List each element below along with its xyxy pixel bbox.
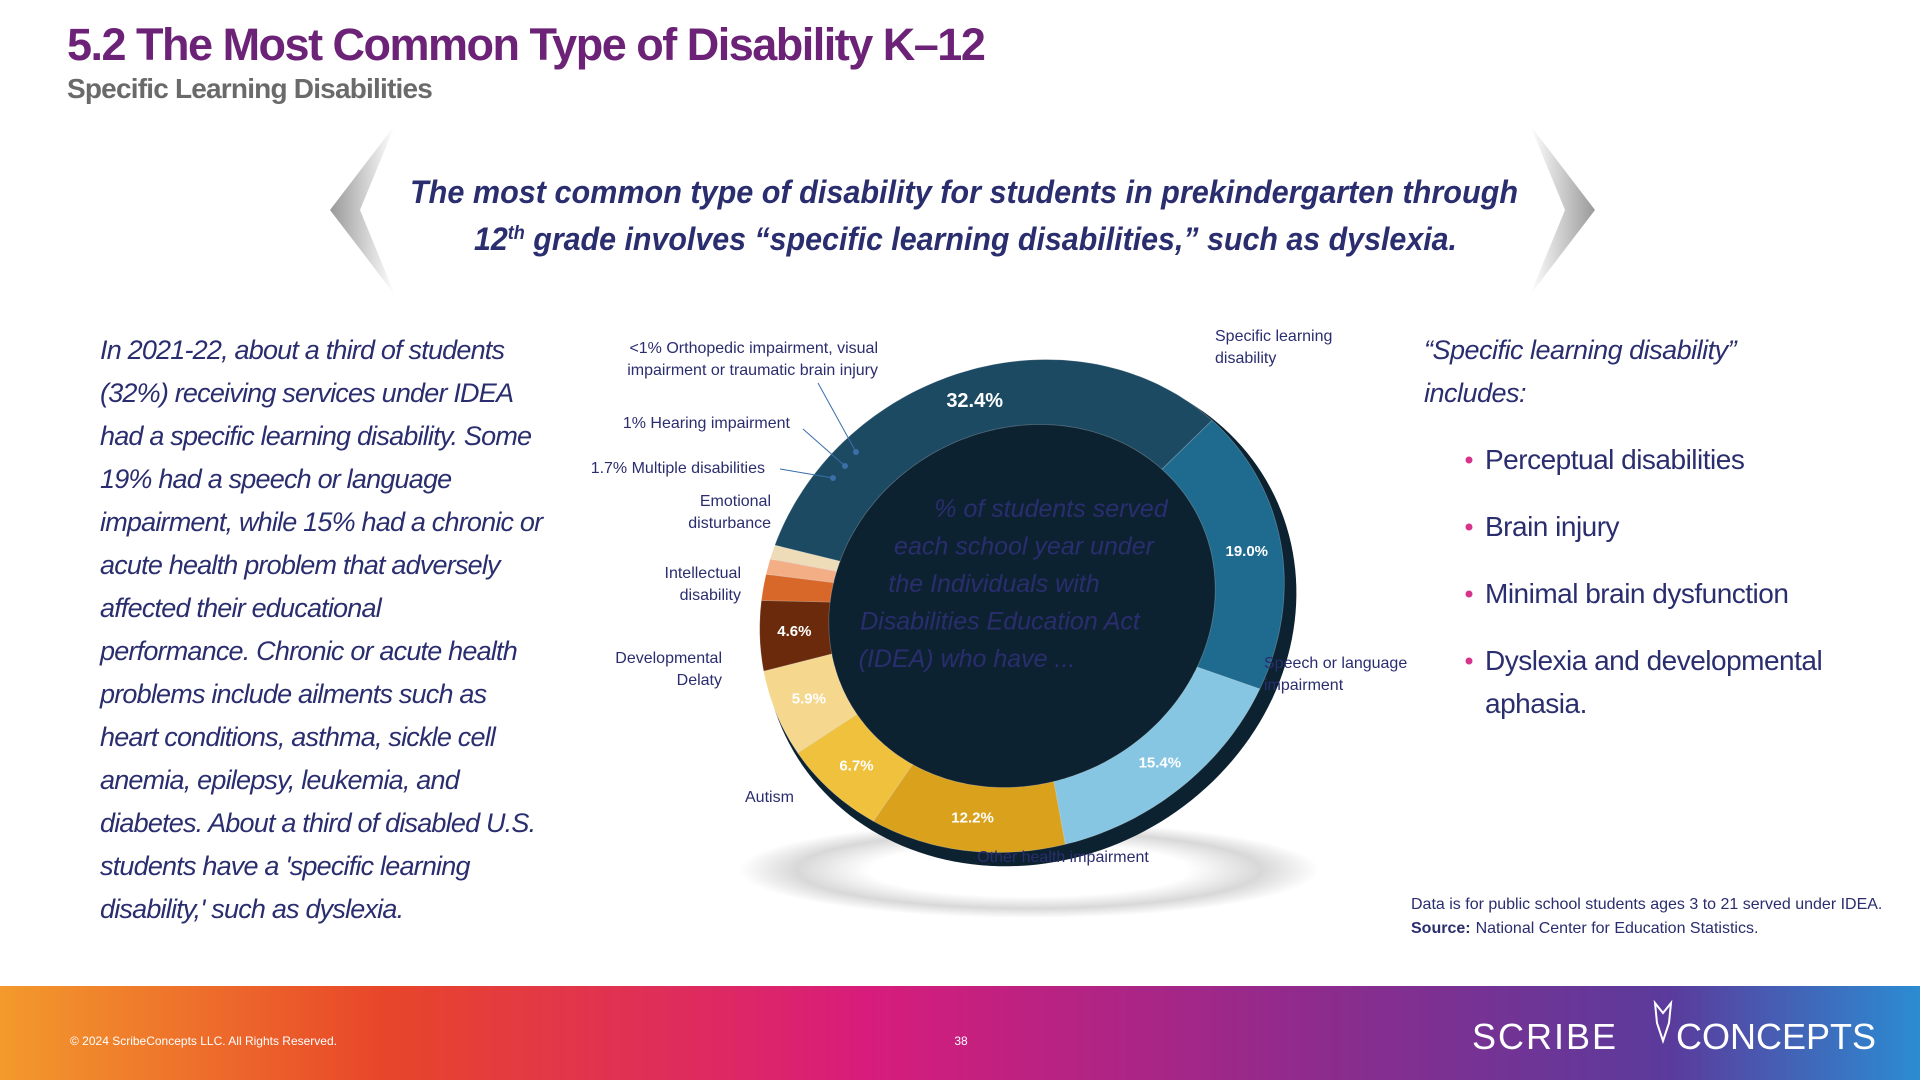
paragraph-line: affected their educational <box>100 593 383 623</box>
headline-part: 12 <box>474 221 508 257</box>
paragraph-line: students have a 'specific learning <box>100 851 470 881</box>
paragraph: In 2021-22, about a third of students (32… <box>99 335 545 924</box>
leaders <box>779 382 859 481</box>
logo-word: SCRIBE <box>1472 1016 1618 1057</box>
source-text: National Center for Education Statistics… <box>1476 920 1759 937</box>
paragraph-line: problems include ailments such as <box>99 679 487 709</box>
logo-word: CONCEPTS <box>1676 1016 1876 1057</box>
bullet-text: Minimal brain dysfunction <box>1485 578 1788 609</box>
paragraph-line: impairment, while 15% had a chronic or <box>100 507 544 537</box>
paragraph-line: disability,' such as dyslexia. <box>100 894 403 924</box>
ring-shadow <box>739 822 1319 918</box>
leader-line <box>779 468 834 479</box>
annotation-line: % of students served <box>934 495 1169 523</box>
bullet-text: Dyslexia and developmental <box>1485 645 1822 676</box>
paragraph-line: had a specific learning disability. Some <box>100 421 532 451</box>
annotation-line: each school year under <box>894 533 1156 561</box>
bullet-text: Brain injury <box>1485 511 1620 542</box>
headline-sup: th <box>508 223 525 244</box>
footer-band <box>0 986 1920 1080</box>
leader-dot <box>830 475 836 481</box>
bullet-dot <box>1465 657 1473 665</box>
value-label: 32.4% <box>946 390 1003 412</box>
value-label: 4.6% <box>777 623 811 640</box>
leader-line <box>802 428 846 467</box>
leader-dot <box>842 463 848 469</box>
copyright: © 2024 ScribeConcepts LLC. All Rights Re… <box>70 1034 337 1048</box>
category-label: Developmental Delaty <box>615 650 722 689</box>
includes-heading: “Specific learning disability” <box>1424 335 1738 365</box>
paragraph-line: diabetes. About a third of disabled U.S. <box>100 808 535 838</box>
bullet-text: aphasia. <box>1485 688 1587 719</box>
category-label: 1.7% Multiple disabilities <box>590 460 765 477</box>
note: Data is for public school students ages … <box>1411 896 1882 913</box>
value-label: 12.2% <box>951 809 994 826</box>
category-label: Speech or language impairment <box>1264 655 1408 694</box>
value-label: 15.4% <box>1139 755 1182 772</box>
headline: 12th grade involves “specific learning d… <box>474 221 1457 257</box>
bullet-dot <box>1465 523 1473 531</box>
headline: The most common type of disability for s… <box>410 174 1518 210</box>
page-number: 38 <box>954 1034 968 1048</box>
title: 5.2 The Most Common Type of Disability K… <box>67 19 985 70</box>
headline-part: grade involves “specific learning disabi… <box>525 221 1457 257</box>
chevron-right <box>1530 125 1595 295</box>
includes: “Specific learning disability” includes: P… <box>1424 335 1823 719</box>
value-label: 5.9% <box>792 691 826 708</box>
chevron-left <box>330 125 395 295</box>
category-label: 1% Hearing impairment <box>622 415 790 432</box>
category-label: Intellectual disability <box>664 565 742 604</box>
paragraph-line: acute health problem that adversely <box>100 550 502 580</box>
leader-dot <box>853 449 859 455</box>
donut: 32.4% 19.0% 15.4% 12.2% 6.7% 5.9% 4.6% <box>759 359 1297 867</box>
value-label: 19.0% <box>1225 543 1268 560</box>
paragraph-line: (32%) receiving services under IDEA <box>100 378 513 408</box>
leader-line <box>817 382 857 453</box>
subtitle: Specific Learning Disabilities <box>67 73 432 104</box>
category-label: Specific learning disability <box>1215 328 1333 367</box>
paragraph-line: performance. Chronic or acute health <box>99 636 517 666</box>
bullet-text: Perceptual disabilities <box>1485 444 1744 475</box>
bullet-dot <box>1465 590 1473 598</box>
includes-heading: includes: <box>1424 378 1526 408</box>
category-label: Emotional disturbance <box>688 493 771 532</box>
annotation: % of students served each school year und… <box>859 495 1169 673</box>
paragraph-line: In 2021-22, about a third of students <box>100 335 505 365</box>
paragraph-line: anemia, epilepsy, leukemia, and <box>100 765 461 795</box>
logo-emblem <box>1653 999 1673 1045</box>
annotation-line: (IDEA) who have ... <box>859 645 1076 673</box>
category-label: Other health impairment <box>977 849 1149 866</box>
source: Source: National Center for Education Sta… <box>1411 920 1758 937</box>
donut-slice <box>769 544 841 572</box>
paragraph-line: 19% had a speech or language <box>100 464 452 494</box>
category-label: Autism <box>745 789 794 806</box>
annotation-line: the Individuals with <box>888 570 1099 598</box>
annotation-line: Disabilities Education Act <box>860 608 1141 636</box>
bullet-dot <box>1465 456 1473 464</box>
category-label: <1% Orthopedic impairment, visual impair… <box>627 340 878 379</box>
source-label: Source: <box>1411 920 1471 937</box>
paragraph-line: heart conditions, asthma, sickle cell <box>100 722 497 752</box>
value-label: 6.7% <box>839 758 873 775</box>
